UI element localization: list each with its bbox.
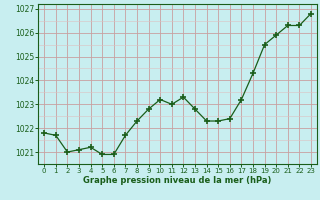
X-axis label: Graphe pression niveau de la mer (hPa): Graphe pression niveau de la mer (hPa) bbox=[84, 176, 272, 185]
